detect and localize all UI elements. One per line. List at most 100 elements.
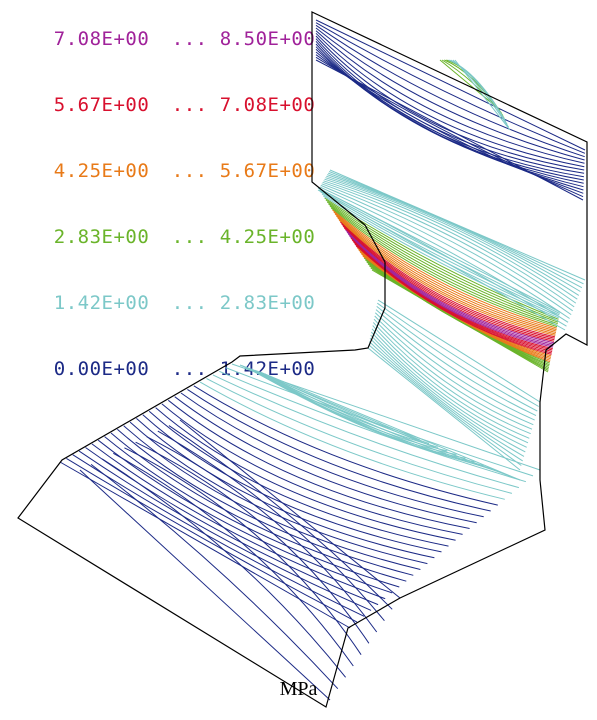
lower-band-contour [370,334,526,453]
plate-light-contour [259,371,521,481]
stress-band-contour [340,221,556,338]
plate-contour [212,374,520,489]
legend-row-2: 5.67E+00... 7.08E+00 [6,72,315,138]
legend-low: 4.25E+00 [53,160,150,182]
plate-contour [136,418,435,559]
plate-inner-contour [157,430,385,622]
plate-contour [174,396,477,524]
stress-band-contour [371,269,549,373]
legend-low: 7.08E+00 [53,28,150,50]
plate-contour [187,388,491,512]
plate-light-contour [256,370,502,474]
upper-lobe-contour [315,27,585,161]
plate-inner-contour [179,419,401,599]
upper-lobe-contour [315,32,585,168]
plate-contour [193,385,498,506]
plate-contour [97,439,393,594]
plate-inner-contour [124,447,362,655]
plate-inner-contour [79,469,331,701]
stress-band-contour [343,227,555,342]
stress-band-contour [332,209,557,329]
upper-band-contour [321,183,572,316]
upper-band-contour [319,186,569,323]
plate-inner-contour [135,441,370,644]
plate-contour [72,454,365,617]
legend-row-1: 7.08E+00... 8.50E+00 [6,6,315,72]
plate-contour [167,399,470,529]
upper-band-contour [317,189,566,331]
legend-low: 1.42E+00 [53,292,150,314]
stress-band-contour [329,205,558,326]
stress-band-contour [328,203,558,325]
lower-band-contour [374,315,534,426]
legend-sep: ... [171,28,208,50]
legend-high: 2.83E+00 [219,292,316,314]
contour-lines [59,19,586,701]
upper-band-contour [328,172,583,289]
upper-band-contour [322,181,573,312]
stress-band-contour [326,201,559,323]
stress-band-contour [334,213,557,332]
upper-band-contour [324,178,577,304]
stress-band-contour [350,237,553,350]
plate-light-contour [250,368,475,463]
lower-band-contour [377,299,541,403]
legend-sep: ... [171,160,208,182]
plate-contour [161,403,463,535]
plate-inner-contour [146,436,378,633]
legend-row-3: 4.25E+00... 5.67E+00 [6,138,315,204]
stress-band-contour [336,215,557,333]
lower-band-contour [369,338,525,457]
stress-band-contour [323,195,559,319]
upper-lobe-contour [315,59,584,201]
plate-contour [206,378,513,494]
upper-lobe-contour [315,35,585,171]
upper-lobe-contour [315,30,585,164]
upper-band-contour [318,188,567,327]
plate-contour [180,392,484,518]
plate-inner-contour [101,458,346,678]
stress-band-contour [319,189,560,314]
upper-band-contour [325,177,578,300]
stress-band-contour [346,231,554,345]
stress-band-contour [330,207,558,328]
lower-band-contour [368,344,522,466]
stress-band-contour [324,197,559,320]
contour-legend: 7.08E+00... 8.50E+00 5.67E+00... 7.08E+00 … [6,6,315,402]
unit-label: MPa [279,678,318,700]
legend-sep: ... [171,226,208,248]
plate-contour [123,425,421,570]
mesh-outline [17,11,588,708]
plate-contour [91,443,386,600]
lower-band-contour [373,318,533,430]
plate-inner-contour [113,452,354,667]
stress-band-contour [345,229,555,344]
legend-low: 0.00E+00 [53,358,150,380]
stress-band-contour [337,217,556,335]
lower-band-contour [375,309,537,417]
upper-lobe-contour [315,46,584,184]
lower-band-contour [367,347,521,471]
plate-light-contour [254,369,493,470]
legend-high: 7.08E+00 [219,94,316,116]
upper-lobe-contour [315,19,586,151]
stress-band-contour [349,235,554,348]
upper-lobe-contour [315,24,585,158]
lower-band-contour [370,331,527,448]
lower-band-contour [374,312,535,421]
plate-contour [85,447,379,606]
legend-row-4: 2.83E+00... 4.25E+00 [6,204,315,270]
plate-contour [78,450,372,611]
plate-contour [199,381,505,500]
legend-sep: ... [171,358,208,380]
lower-band-contour [377,302,539,407]
upper-band-contour [323,180,575,308]
lower-band-contour [376,306,538,412]
top-pocket-contour [454,59,511,131]
upper-band-contour [327,174,581,292]
plate-contour [104,436,400,588]
upper-lobe-contour [315,48,584,188]
legend-sep: ... [171,94,208,116]
plate-contour [66,457,358,623]
plate-light-contour [257,370,512,477]
